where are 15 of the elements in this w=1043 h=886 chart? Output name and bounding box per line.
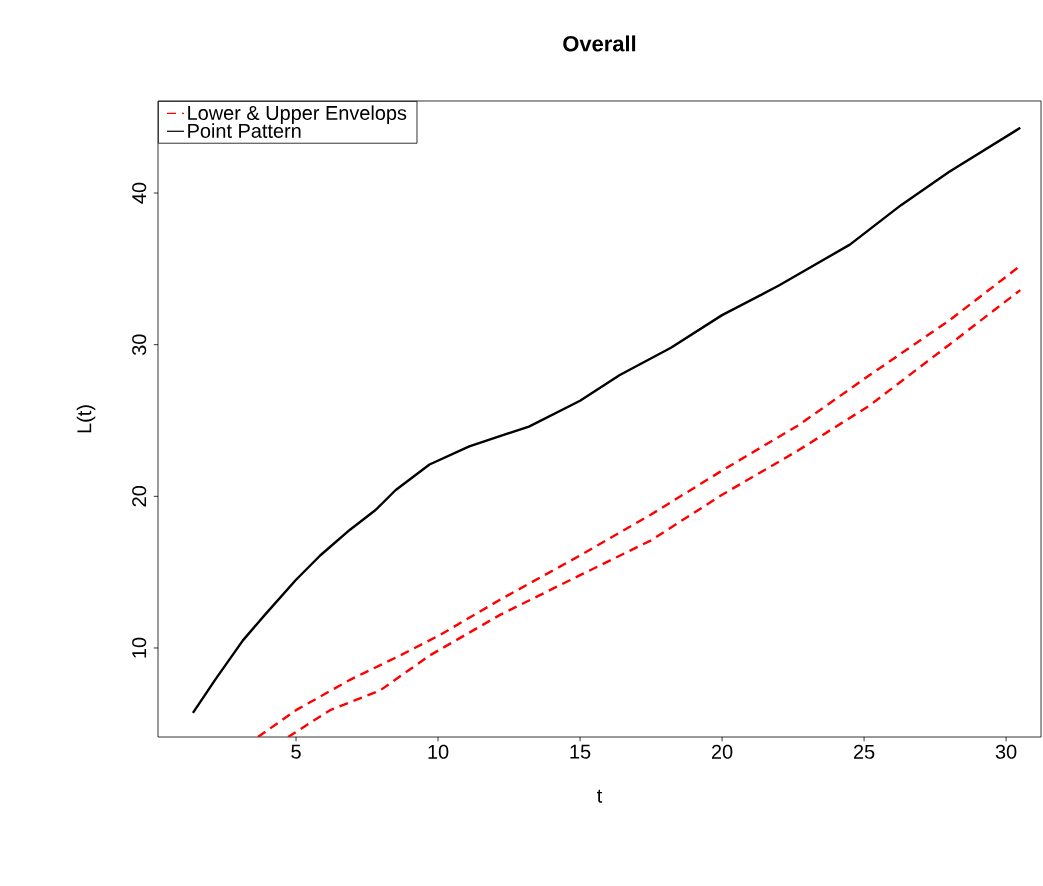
- x-tick-label: 25: [853, 744, 875, 759]
- y-tick-label: 40: [132, 182, 147, 204]
- y-tick-label: 10: [132, 637, 147, 658]
- x-tick-label: 10: [428, 744, 449, 759]
- y-axis-title: L(t): [76, 405, 96, 433]
- x-axis-title: t: [597, 789, 603, 803]
- chart-title: Overall: [563, 35, 636, 52]
- x-tick-label: 15: [570, 744, 591, 759]
- x-tick-label: 20: [711, 744, 733, 759]
- legend-label: Lower & Upper Envelops: [188, 105, 407, 124]
- y-tick-label: 20: [132, 486, 147, 507]
- legend-label: Point Pattern: [188, 123, 301, 138]
- x-tick-label: 5: [291, 744, 301, 759]
- y-tick-label: 30: [132, 334, 147, 355]
- x-tick-label: 30: [995, 744, 1017, 759]
